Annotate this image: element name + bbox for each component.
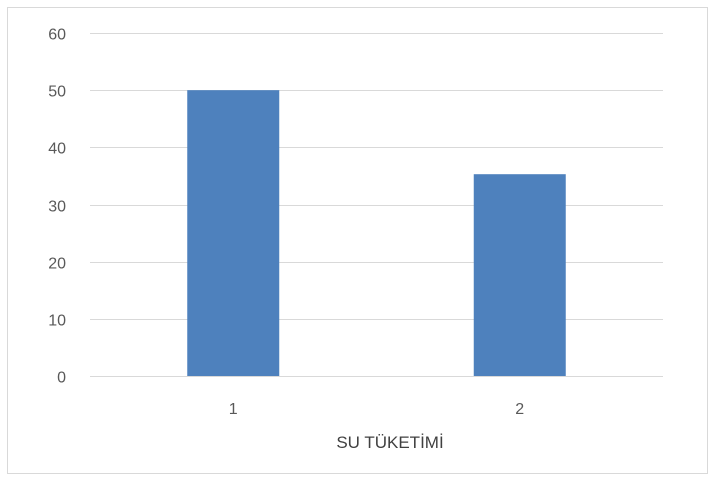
y-tick-label: 0 [57, 370, 66, 387]
x-tick-label: 2 [515, 401, 524, 418]
y-tick-label: 30 [48, 199, 66, 216]
y-axis-tick-labels: 0 10 20 30 40 50 60 [48, 27, 66, 387]
y-tick-label: 10 [48, 313, 66, 330]
bar-2 [473, 174, 566, 376]
y-tick-label: 60 [48, 27, 66, 44]
bar-1 [187, 90, 280, 377]
y-tick-label: 20 [48, 256, 66, 273]
chart-frame [7, 7, 708, 474]
x-tick-label: 1 [229, 401, 238, 418]
y-tick-label: 50 [48, 84, 66, 101]
bars [187, 90, 566, 377]
x-axis-title: SU TÜKETİMİ [336, 433, 443, 452]
y-tick-label: 40 [48, 141, 66, 158]
gridlines [90, 33, 663, 377]
